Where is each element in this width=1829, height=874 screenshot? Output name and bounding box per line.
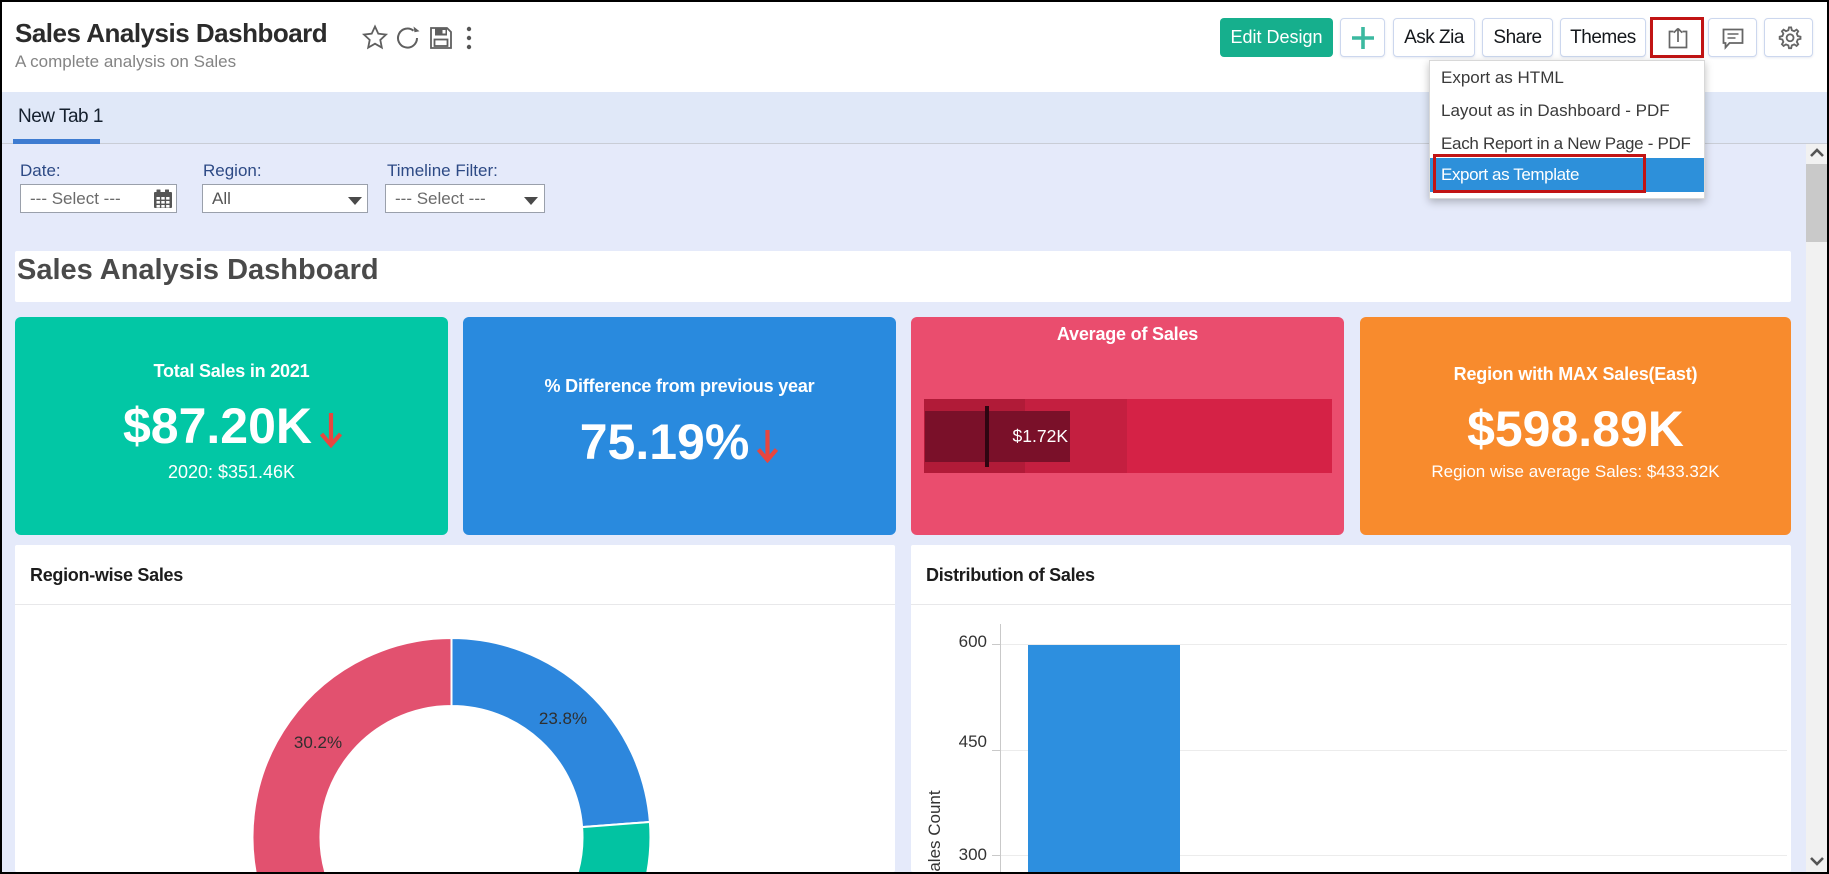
svg-text:30.2%: 30.2% (294, 733, 342, 752)
svg-text:23.8%: 23.8% (539, 709, 587, 728)
